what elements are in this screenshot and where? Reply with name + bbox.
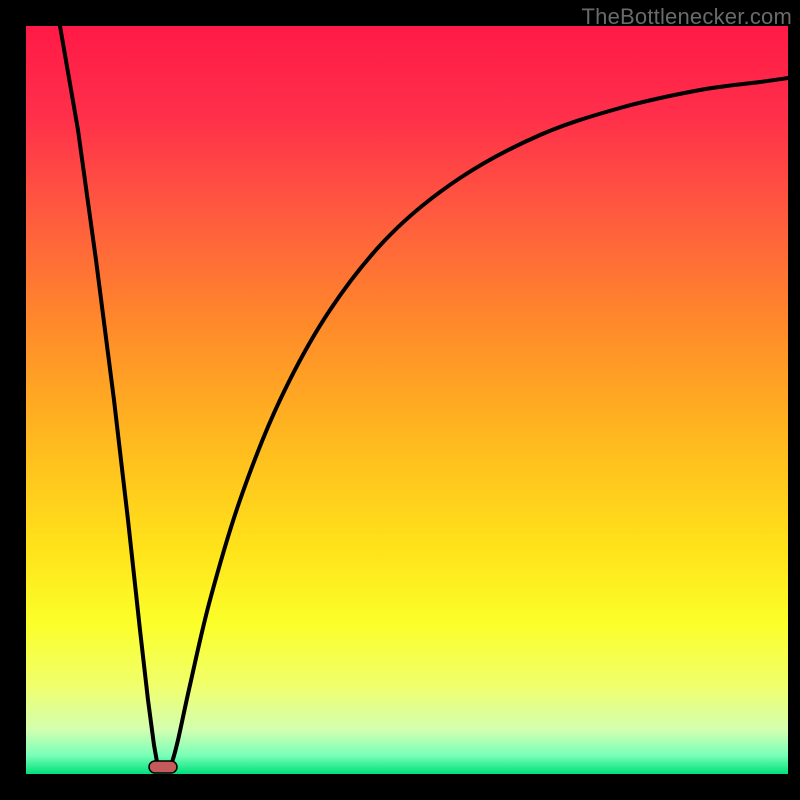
bottleneck-chart: TheBottlenecker.com <box>0 0 800 800</box>
chart-svg <box>0 0 800 800</box>
watermark-text: TheBottlenecker.com <box>582 4 792 30</box>
